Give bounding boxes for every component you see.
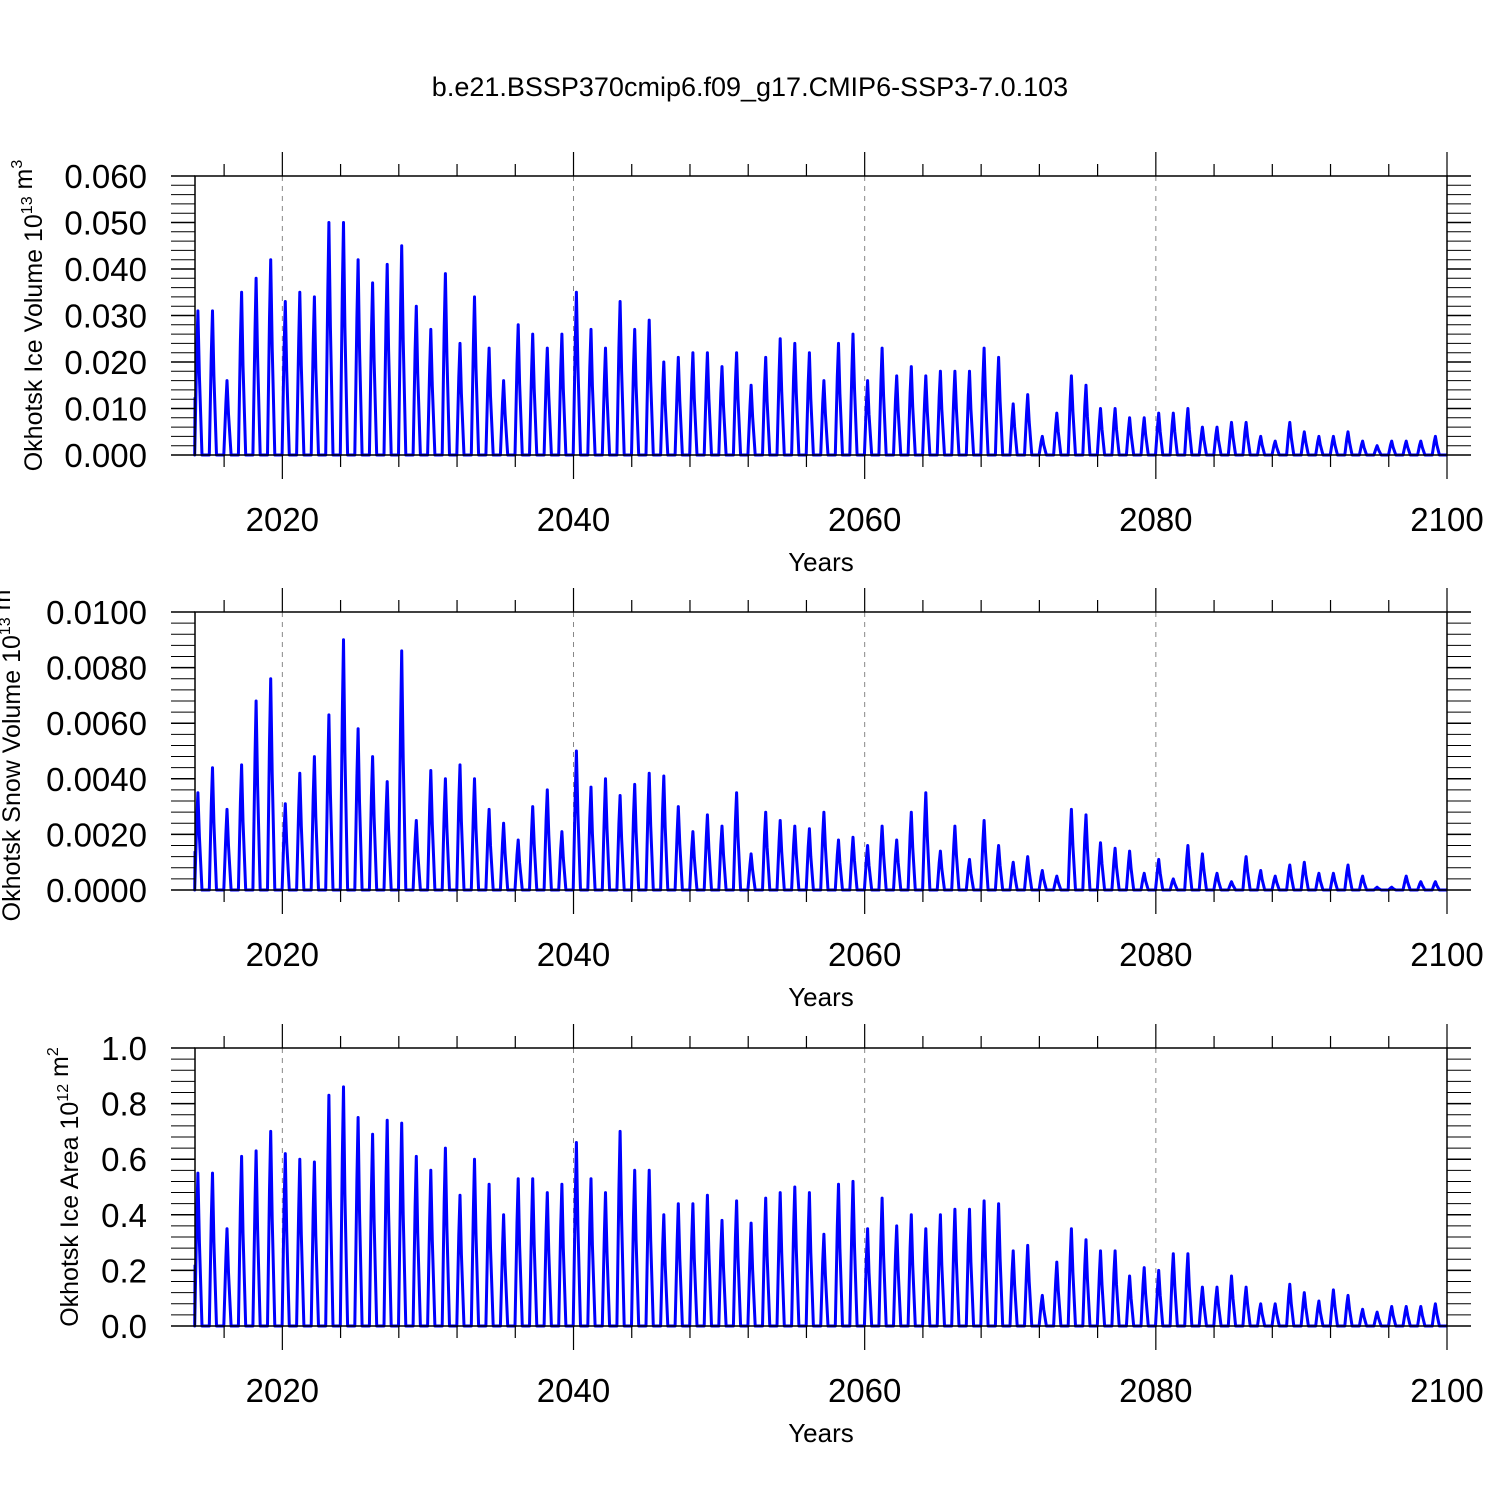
- snow-volume-y-axis-title-superscript: 13: [0, 617, 14, 635]
- ice-volume-x-tick-label: 2100: [1410, 501, 1483, 538]
- snow-volume-y-tick-label: 0.0020: [46, 816, 147, 853]
- figure-title: b.e21.BSSP370cmip6.f09_g17.CMIP6-SSP3-7.…: [431, 72, 1069, 102]
- ice-volume-y-tick-label: 0.030: [64, 298, 147, 335]
- snow-volume-x-tick-label: 2100: [1410, 936, 1483, 973]
- ice-area-y-tick-label: 0.8: [101, 1086, 147, 1123]
- snow-volume-x-tick-label: 2080: [1119, 936, 1192, 973]
- ice-area-series-line: [193, 1085, 1447, 1328]
- ice-area-x-tick-label: 2100: [1410, 1372, 1483, 1409]
- ice-volume-y-tick-label: 0.040: [64, 251, 147, 288]
- snow-volume-x-axis-title: Years: [788, 982, 854, 1012]
- snow-volume-y-axis-title-part: Okhotsk Snow Volume 10: [0, 635, 26, 921]
- ice-volume-y-tick-label: 0.020: [64, 344, 147, 381]
- ice-area-y-tick-label: 0.0: [101, 1308, 147, 1345]
- panel-snow-volume: 0.0000 0.0020 0.0040 0.0060 0.0080 0.0100 2020…: [0, 581, 1484, 1012]
- ice-volume-x-tick-label: 2060: [828, 501, 901, 538]
- snow-volume-y-tick-label: 0.0080: [46, 650, 147, 687]
- ice-volume-y-axis-title-part: Okhotsk Ice Volume 10: [20, 214, 48, 471]
- ice-area-y-axis-title: Okhotsk Ice Area 1012 m2: [45, 1047, 84, 1327]
- ice-area-y-axis-title-part: m: [46, 1056, 74, 1084]
- snow-volume-y-tick-label: 0.0060: [46, 705, 147, 742]
- ice-area-plot-frame: [194, 1047, 1448, 1327]
- ice-volume-y-axis-title: Okhotsk Ice Volume 1013 m3: [9, 160, 48, 472]
- snow-volume-y-tick-label: 0.0000: [46, 872, 147, 909]
- ice-area-y-tick-label: 0.2: [101, 1252, 147, 1289]
- ice-area-y-axis-title-superscript: 12: [55, 1084, 72, 1102]
- ice-area-y-tick-label: 0.4: [101, 1197, 147, 1234]
- ice-area-x-tick-label: 2080: [1119, 1372, 1192, 1409]
- ice-volume-series-line: [193, 221, 1447, 457]
- ice-area-x-tick-label: 2060: [828, 1372, 901, 1409]
- snow-volume-y-axis-title: Okhotsk Snow Volume 1013 m3: [0, 581, 26, 922]
- ice-volume-y-axis-title-superscript: 13: [19, 196, 36, 214]
- ice-volume-y-tick-label: 0.010: [64, 391, 147, 428]
- snow-volume-x-tick-label: 2020: [246, 936, 319, 973]
- snow-volume-y-tick-label: 0.0040: [46, 761, 147, 798]
- ice-volume-x-tick-label: 2080: [1119, 501, 1192, 538]
- ice-volume-y-axis-title-part: m: [10, 169, 38, 197]
- snow-volume-y-axis-title-superscript: 3: [0, 581, 4, 590]
- snow-volume-series-line: [193, 638, 1447, 892]
- snow-volume-y-axis-title-part: m: [0, 590, 16, 618]
- ice-volume-x-tick-label: 2020: [246, 501, 319, 538]
- ice-volume-y-tick-label: 0.060: [64, 158, 147, 195]
- snow-volume-x-tick-label: 2060: [828, 936, 901, 973]
- ice-area-y-tick-label: 0.6: [101, 1141, 147, 1178]
- ice-area-y-tick-label: 1.0: [101, 1030, 147, 1067]
- snow-volume-y-tick-label: 0.0100: [46, 594, 147, 631]
- ice-area-y-axis-title-part: Okhotsk Ice Area 10: [56, 1102, 84, 1327]
- ice-area-x-axis-title: Years: [788, 1418, 854, 1448]
- snow-volume-plot-frame: [194, 611, 1448, 891]
- ice-volume-y-axis-title-superscript: 3: [9, 160, 26, 169]
- panel-ice-area: 0.0 0.2 0.4 0.6 0.8 1.0 2020 2040 2060 2080 2100 Ye…: [45, 1024, 1484, 1448]
- ice-area-x-tick-label: 2020: [246, 1372, 319, 1409]
- ice-volume-x-tick-label: 2040: [537, 501, 610, 538]
- ice-volume-y-tick-label: 0.050: [64, 205, 147, 242]
- panel-ice-volume: 0.000 0.010 0.020 0.030 0.040 0.050 0.060 2020 2…: [9, 152, 1484, 577]
- ice-area-x-tick-label: 2040: [537, 1372, 610, 1409]
- ice-volume-x-axis-title: Years: [788, 547, 854, 577]
- ice-volume-y-tick-label: 0.000: [64, 437, 147, 474]
- snow-volume-x-tick-label: 2040: [537, 936, 610, 973]
- ice-area-y-axis-title-superscript: 2: [45, 1047, 62, 1056]
